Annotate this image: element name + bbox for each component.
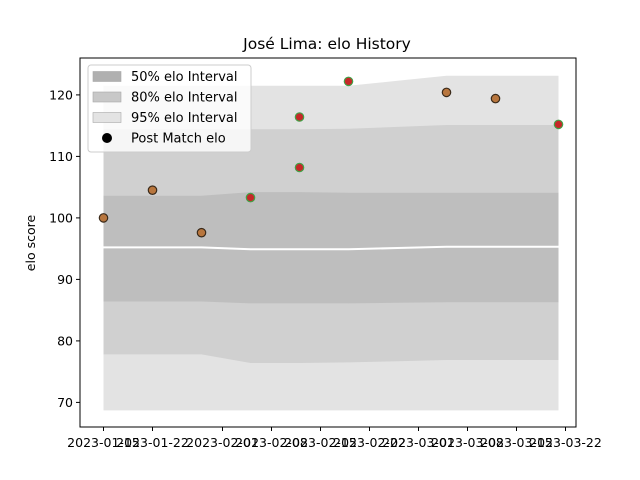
- y-tick-label-0: 70: [57, 395, 73, 410]
- legend: 50% elo Interval 80% elo Interval 95% elo …: [87, 64, 252, 153]
- band-2: [103, 192, 559, 304]
- legend-label-2: 95% elo Interval: [131, 111, 238, 126]
- data-point-5: [294, 112, 305, 122]
- chart-title: José Lima: elo History: [242, 35, 411, 53]
- x-tick-label-2: 2023-02-01: [186, 435, 259, 450]
- x-tick-label-1: 2023-01-22: [116, 435, 189, 450]
- y-tick-label-5: 120: [49, 87, 73, 102]
- x-tick-label-6: 2023-03-01: [382, 435, 455, 450]
- y-tick-label-2: 90: [57, 272, 73, 287]
- x-tick-label-8: 2023-03-15: [480, 435, 553, 450]
- mean-elo-line: [103, 245, 559, 251]
- legend-label-0: 50% elo Interval: [131, 70, 238, 85]
- legend-swatch-1: [92, 91, 122, 103]
- legend-marker-3: [102, 133, 112, 143]
- data-point-4: [294, 162, 305, 173]
- data-point-8: [490, 93, 501, 104]
- data-point-3: [245, 192, 256, 203]
- y-tick-label-3: 100: [49, 210, 73, 225]
- x-tick-label-7: 2023-03-08: [431, 435, 504, 450]
- y-tick-label-4: 110: [49, 149, 73, 164]
- plot-frame: [79, 57, 577, 428]
- post-match-points: [98, 76, 564, 238]
- x-tick-label-5: 2023-02-22: [333, 435, 406, 450]
- y-axis: 70 80 90 100 110 120: [49, 87, 80, 410]
- x-axis: 2023-01-152023-01-222023-02-012023-02-08…: [67, 427, 602, 450]
- legend-swatch-0: [92, 71, 122, 82]
- x-tick-label-0: 2023-01-15: [67, 435, 140, 450]
- x-tick-label-3: 2023-02-08: [235, 435, 308, 450]
- legend-label-1: 80% elo Interval: [131, 91, 238, 106]
- data-point-2: [196, 227, 207, 238]
- legend-swatch-2: [92, 112, 122, 123]
- interval-bands: [103, 75, 559, 411]
- x-tick-label-9: 2023-03-22: [529, 435, 602, 450]
- data-point-9: [553, 119, 564, 130]
- y-axis-label: elo score: [23, 215, 38, 272]
- x-tick-label-4: 2023-02-15: [284, 435, 357, 450]
- data-point-7: [441, 87, 452, 98]
- data-point-1: [147, 185, 158, 195]
- data-point-0: [98, 213, 109, 223]
- y-tick-label-1: 80: [57, 333, 73, 348]
- data-point-6: [343, 76, 354, 87]
- legend-label-3: Post Match elo: [131, 132, 226, 147]
- legend-box: [87, 64, 252, 153]
